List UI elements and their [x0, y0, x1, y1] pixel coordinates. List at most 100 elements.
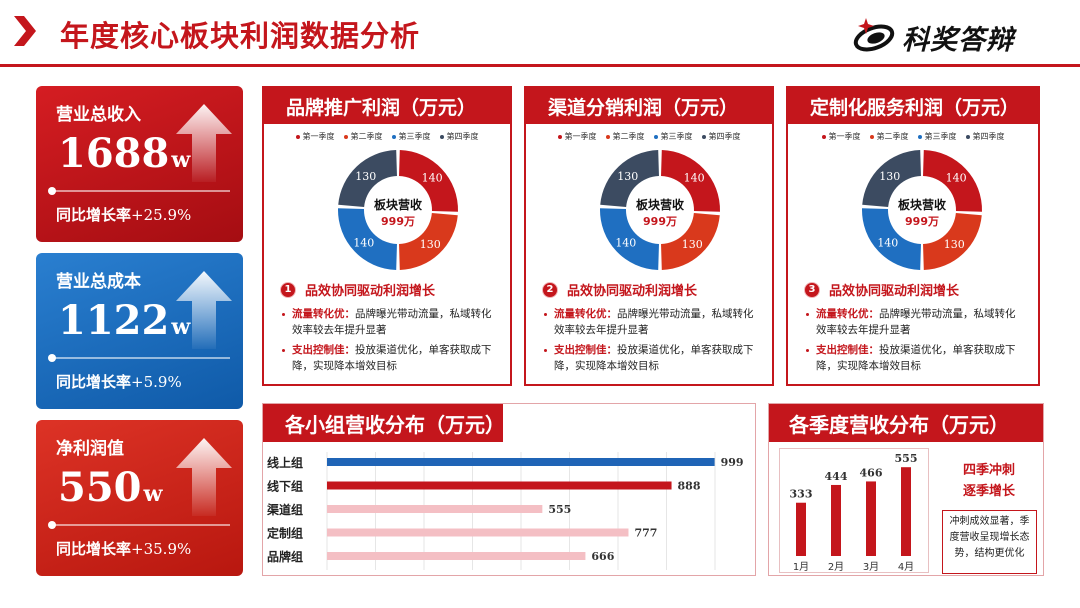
- legend-swatch: [391, 134, 396, 139]
- bar-category-label: 3月: [863, 561, 879, 573]
- bullet-key: 支出控制佳：: [816, 344, 879, 356]
- bullet-dot: [806, 313, 809, 316]
- legend-swatch: [965, 134, 970, 139]
- panel-brand-profit: 品牌推广利润（万元） 第一季度 第二季度 第三季度 第四季度 140 130 140 130…: [262, 86, 512, 386]
- kpi-number: 550: [58, 464, 142, 511]
- legend-item: 第三季度: [391, 131, 431, 142]
- kpi-divider-dot: [48, 187, 56, 195]
- bar: [327, 505, 543, 513]
- legend-swatch: [343, 134, 348, 139]
- panel-title: 渠道分销利润（万元）: [526, 88, 772, 124]
- kpi-growth-label: 同比增长率: [56, 540, 132, 558]
- bar-value-label: 999: [721, 456, 744, 469]
- slice-label: 130: [944, 238, 965, 251]
- donut-slice: [399, 150, 458, 212]
- kpi-number: 1122: [58, 297, 170, 344]
- donut-center-title: 板块营收: [374, 197, 422, 212]
- donut-chart: 140 130 140 130 板块营收 999万: [600, 150, 720, 270]
- kpi-card-revenue: 营业总收入 1688w 同比增长率+25.9%: [36, 86, 243, 242]
- legend-item: 第二季度: [869, 131, 909, 142]
- slice-label: 130: [682, 238, 703, 251]
- slice-label: 130: [617, 170, 638, 183]
- panel-title: 品牌推广利润（万元）: [264, 88, 510, 124]
- bar-category-label: 品牌组: [267, 549, 303, 564]
- bar-value-label: 666: [591, 550, 614, 563]
- bullet-key: 流量转化优：: [292, 308, 355, 320]
- panel-title: 各小组营收分布（万元）: [263, 404, 505, 442]
- bar-value-label: 444: [825, 470, 848, 483]
- kpi-label: 营业总成本: [56, 272, 141, 292]
- bullet-key: 支出控制佳：: [292, 344, 355, 356]
- legend-label: 第三季度: [924, 132, 957, 141]
- donut-slice: [661, 212, 720, 270]
- slice-label: 140: [946, 172, 967, 185]
- bar-category-label: 1月: [793, 561, 809, 573]
- legend-label: 第三季度: [660, 132, 693, 141]
- legend-swatch: [821, 134, 826, 139]
- section-number: 3: [804, 281, 820, 298]
- legend-item: 第三季度: [917, 131, 957, 142]
- donut-slice: [923, 150, 982, 212]
- kpi-growth-value: +35.9%: [131, 540, 192, 558]
- slice-label: 140: [877, 236, 898, 249]
- bar: [327, 528, 629, 537]
- kpi-value: 1688w: [58, 130, 190, 177]
- kpi-growth-value: +25.9%: [131, 206, 192, 224]
- legend-item: 第二季度: [605, 131, 645, 142]
- legend-label: 第三季度: [398, 132, 431, 141]
- bar-value-label: 466: [860, 466, 883, 479]
- page-title: 年度核心板块利润数据分析: [60, 19, 421, 53]
- slice-label: 140: [353, 236, 374, 249]
- kpi-number: 1688: [58, 130, 170, 177]
- legend-item: 第二季度: [343, 131, 383, 142]
- donut-center-title: 板块营收: [636, 197, 684, 212]
- legend-swatch: [701, 134, 706, 139]
- bar-value-label: 555: [895, 452, 918, 465]
- bullet-text: 品牌曝光带动流量，私域转化效率较去年提升显著: [554, 308, 754, 336]
- panel-channel-profit: 渠道分销利润（万元） 第一季度 第二季度 第三季度 第四季度 140 130 140 130…: [524, 86, 774, 386]
- bullet-dot: [282, 313, 285, 316]
- side-title-line: 逐季增长: [962, 484, 1015, 499]
- bullet-dot: [544, 349, 547, 352]
- bullet-text: 投放渠道优化，单客获取成下降，实现降本增效目标: [554, 344, 754, 372]
- legend-label: 第四季度: [708, 132, 741, 141]
- donut-slice: [600, 150, 659, 208]
- kpi-label: 营业总收入: [56, 105, 141, 125]
- bullet-item: 支出控制佳：投放渠道优化，单客获取成下降，实现降本增效目标: [282, 342, 492, 374]
- up-arrow-icon: [176, 271, 232, 349]
- bar-category-label: 线上组: [267, 455, 303, 470]
- legend-item: 第四季度: [701, 131, 741, 142]
- donut-slice: [600, 208, 659, 270]
- group-bar-chart: 线上组 999 线下组 888 渠道组 555 定制组 777 品牌组 666: [267, 452, 744, 570]
- kpi-divider: [52, 357, 230, 359]
- bar: [866, 481, 876, 556]
- bar-value-label: 777: [634, 527, 657, 540]
- panel-title: 各季度营收分布（万元）: [769, 404, 1043, 442]
- season-bar-chart: 333 1月 444 2月 466 3月 555 4月: [790, 452, 918, 573]
- donut-center-title: 板块营收: [898, 197, 946, 212]
- slice-label: 130: [355, 170, 376, 183]
- bar: [327, 552, 586, 560]
- season-note: 冲刺成效显著，季度营收呈现增长态势，结构更优化: [942, 510, 1037, 574]
- legend-swatch: [653, 134, 658, 139]
- legend-item: 第三季度: [653, 131, 693, 142]
- kpi-unit: w: [143, 481, 163, 507]
- donut-center-value: 999万: [905, 215, 939, 228]
- brand-logo: 科奖答辩: [852, 14, 1062, 56]
- bullet-text: 投放渠道优化，单客获取成下降，实现降本增效目标: [292, 344, 492, 372]
- bullet-item: 流量转化优：品牌曝光带动流量，私域转化效率较去年提升显著: [282, 306, 492, 338]
- bar-value-label: 333: [790, 488, 813, 501]
- panel-season-revenue: 各季度营收分布（万元） 333 1月 444 2月 466 3月 555 4月 四季冲刺 逐季…: [768, 403, 1044, 576]
- kpi-value: 550w: [58, 464, 162, 511]
- kpi-value: 1122w: [58, 297, 190, 344]
- kpi-label: 净利润值: [56, 439, 124, 459]
- bar-value-label: 888: [678, 480, 701, 493]
- legend-swatch: [917, 134, 922, 139]
- side-title-line: 四季冲刺: [962, 463, 1015, 478]
- bullet-key: 流量转化优：: [554, 308, 617, 320]
- kpi-divider-dot: [48, 521, 56, 529]
- donut-slice: [923, 212, 982, 270]
- panel-custom-service-profit: 定制化服务利润（万元） 第一季度 第二季度 第三季度 第四季度 140 130 140 13…: [786, 86, 1040, 386]
- legend-swatch: [439, 134, 444, 139]
